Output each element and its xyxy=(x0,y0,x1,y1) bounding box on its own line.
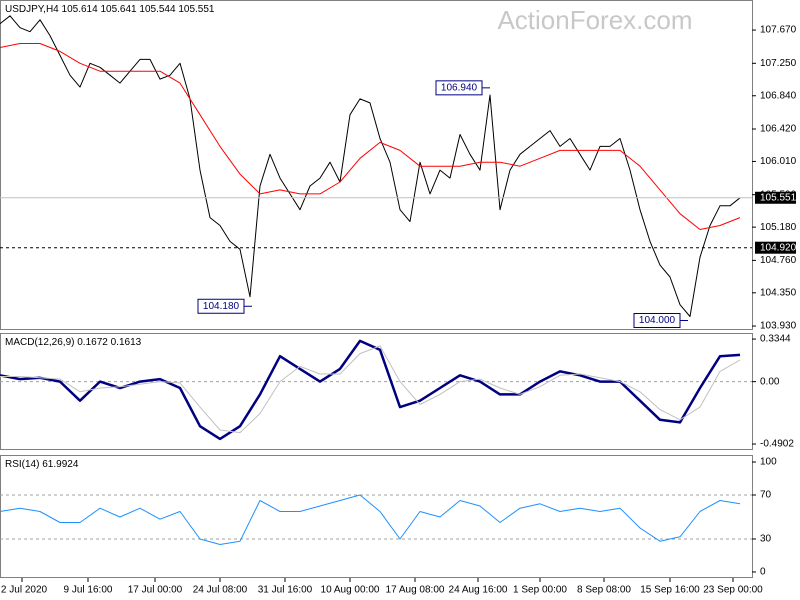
indicator-value: 0.1613 xyxy=(111,337,142,348)
ohlc-value: 105.641 xyxy=(100,4,137,15)
y-tick-label: 106.010 xyxy=(760,156,797,167)
x-tick-label: 23 Sep 00:00 xyxy=(703,585,763,596)
watermark: ActionForex.com xyxy=(497,5,692,35)
ohlc-value: 105.614 xyxy=(62,4,99,15)
annotation-box xyxy=(197,298,245,314)
panel-header: MACD(12,26,9) 0.1672 0.1613 xyxy=(5,337,142,348)
symbol: USDJPY,H4 xyxy=(5,4,59,15)
x-tick-label: 24 Jul 08:00 xyxy=(193,585,248,596)
y-tick-label: 70 xyxy=(760,490,772,501)
panel-frame xyxy=(0,0,753,330)
series-line xyxy=(0,339,741,441)
series-line xyxy=(0,494,741,545)
panel-header: RSI(14) 61.9924 xyxy=(5,459,79,470)
y-tick-label: 106.420 xyxy=(760,124,797,135)
x-tick-label: 24 Aug 16:00 xyxy=(449,585,508,596)
annotation-box xyxy=(435,80,483,96)
current-price-label: 105.551 xyxy=(760,192,797,203)
y-tick-label: 107.670 xyxy=(760,25,797,36)
y-tick-label: 105.180 xyxy=(760,222,797,233)
indicator-name: RSI(14) xyxy=(5,459,39,470)
series-line xyxy=(0,43,741,230)
indicator-name: MACD(12,26,9) xyxy=(5,337,74,348)
ohlc-value: 105.544 xyxy=(139,4,176,15)
level-label: 104.920 xyxy=(760,242,797,253)
y-tick-label: 100 xyxy=(760,457,777,468)
y-tick-label: 106.840 xyxy=(760,90,797,101)
y-tick-label: 0.3344 xyxy=(760,334,791,345)
x-tick-label: 1 Sep 00:00 xyxy=(513,585,567,596)
x-tick-label: 9 Jul 16:00 xyxy=(64,585,113,596)
indicator-value: 0.1672 xyxy=(77,337,108,348)
annotation-label: 106.940 xyxy=(441,82,478,93)
annotation-box xyxy=(633,313,681,329)
x-tick-label: 17 Aug 08:00 xyxy=(386,585,445,596)
y-tick-label: 0.00 xyxy=(760,376,780,387)
ohlc-value: 105.551 xyxy=(178,4,215,15)
x-tick-label: 8 Sep 08:00 xyxy=(577,585,631,596)
x-tick-label: 10 Aug 00:00 xyxy=(321,585,380,596)
price-label-box xyxy=(755,241,796,254)
y-tick-label: 0 xyxy=(760,567,766,578)
y-tick-label: 107.250 xyxy=(760,58,797,69)
panel-frame xyxy=(0,333,753,450)
annotation-label: 104.180 xyxy=(203,301,240,312)
y-tick-label: 103.930 xyxy=(760,321,797,332)
indicator-value: 61.9924 xyxy=(42,459,79,470)
x-tick-label: 2 Jul 2020 xyxy=(1,585,48,596)
x-tick-label: 17 Jul 00:00 xyxy=(128,585,183,596)
panel-header: USDJPY,H4 105.614 105.641 105.544 105.55… xyxy=(5,4,215,15)
y-tick-label: 104.760 xyxy=(760,255,797,266)
y-tick-label: -0.4902 xyxy=(760,439,794,450)
x-tick-label: 31 Jul 16:00 xyxy=(258,585,313,596)
y-tick-label: 104.350 xyxy=(760,287,797,298)
y-tick-label: 30 xyxy=(760,534,772,545)
x-tick-label: 15 Sep 16:00 xyxy=(640,585,700,596)
panel-frame xyxy=(0,455,753,578)
series-line xyxy=(0,15,741,317)
price-label-box xyxy=(755,191,796,204)
annotation-label: 104.000 xyxy=(639,315,676,326)
series-line xyxy=(0,345,741,434)
